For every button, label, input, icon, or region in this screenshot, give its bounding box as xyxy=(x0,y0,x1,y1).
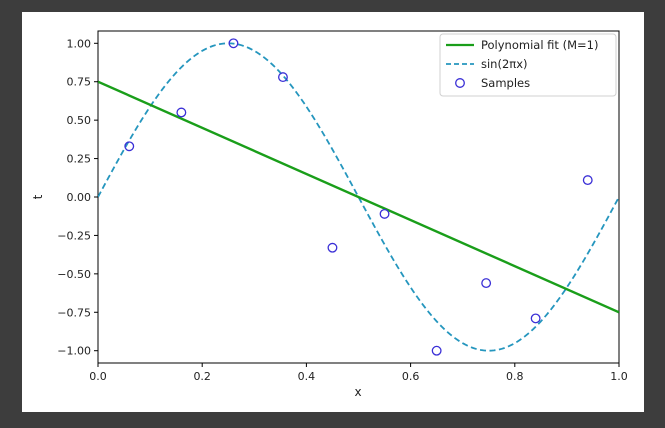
figure: 0.0 0.2 0.4 0.6 0.8 1.0 1.00 0.75 0.50 0.25 0.00 −0… xyxy=(22,12,644,412)
sample-point xyxy=(481,278,492,289)
legend-samples-marker xyxy=(455,78,465,88)
sample-point xyxy=(278,72,288,83)
ticks-layer: 0.0 0.2 0.4 0.6 0.8 1.0 1.00 0.75 0.50 0.25 0.00 −0… xyxy=(57,37,627,383)
sample-point xyxy=(379,208,390,219)
sample-point xyxy=(327,242,338,253)
y-tick-label: −0.50 xyxy=(57,268,91,281)
x-tick-label: 0.4 xyxy=(298,370,316,383)
legend-sin-label: sin(2πx) xyxy=(481,57,528,71)
y-tick-label: −1.00 xyxy=(57,345,91,358)
x-tick-label: 0.2 xyxy=(193,370,211,383)
sample-point xyxy=(176,107,187,118)
legend-fit-label: Polynomial fit (M=1) xyxy=(481,38,598,52)
chart-canvas: 0.0 0.2 0.4 0.6 0.8 1.0 1.00 0.75 0.50 0.25 0.00 −0… xyxy=(31,30,628,399)
sample-point xyxy=(431,345,442,356)
x-tick-label: 1.0 xyxy=(610,370,628,383)
y-tick-label: 0.50 xyxy=(67,114,92,127)
sample-point xyxy=(530,313,541,324)
legend-box xyxy=(439,33,617,97)
y-tick-label: 0.75 xyxy=(67,76,92,89)
x-tick-label: 0.8 xyxy=(506,370,524,383)
sample-point xyxy=(228,38,239,49)
y-tick-label: 1.00 xyxy=(67,37,92,50)
sample-point xyxy=(582,175,593,186)
x-tick-label: 0.0 xyxy=(89,370,107,383)
sample-point xyxy=(124,141,135,152)
x-tick-label: 0.6 xyxy=(402,370,420,383)
sin-curve-line xyxy=(98,42,619,352)
y-tick-label: −0.75 xyxy=(57,306,91,319)
polynomial-fit-line xyxy=(98,80,619,314)
y-tick-label: 0.00 xyxy=(67,191,92,204)
legend: Polynomial fit (M=1) sin(2πx) Samples xyxy=(439,33,617,97)
x-axis-label: x xyxy=(354,385,361,399)
y-axis-label: t xyxy=(31,194,45,199)
data-layer xyxy=(98,38,619,356)
legend-samples-label: Samples xyxy=(481,76,530,90)
y-tick-label: 0.25 xyxy=(67,153,92,166)
y-tick-label: −0.25 xyxy=(57,229,91,242)
